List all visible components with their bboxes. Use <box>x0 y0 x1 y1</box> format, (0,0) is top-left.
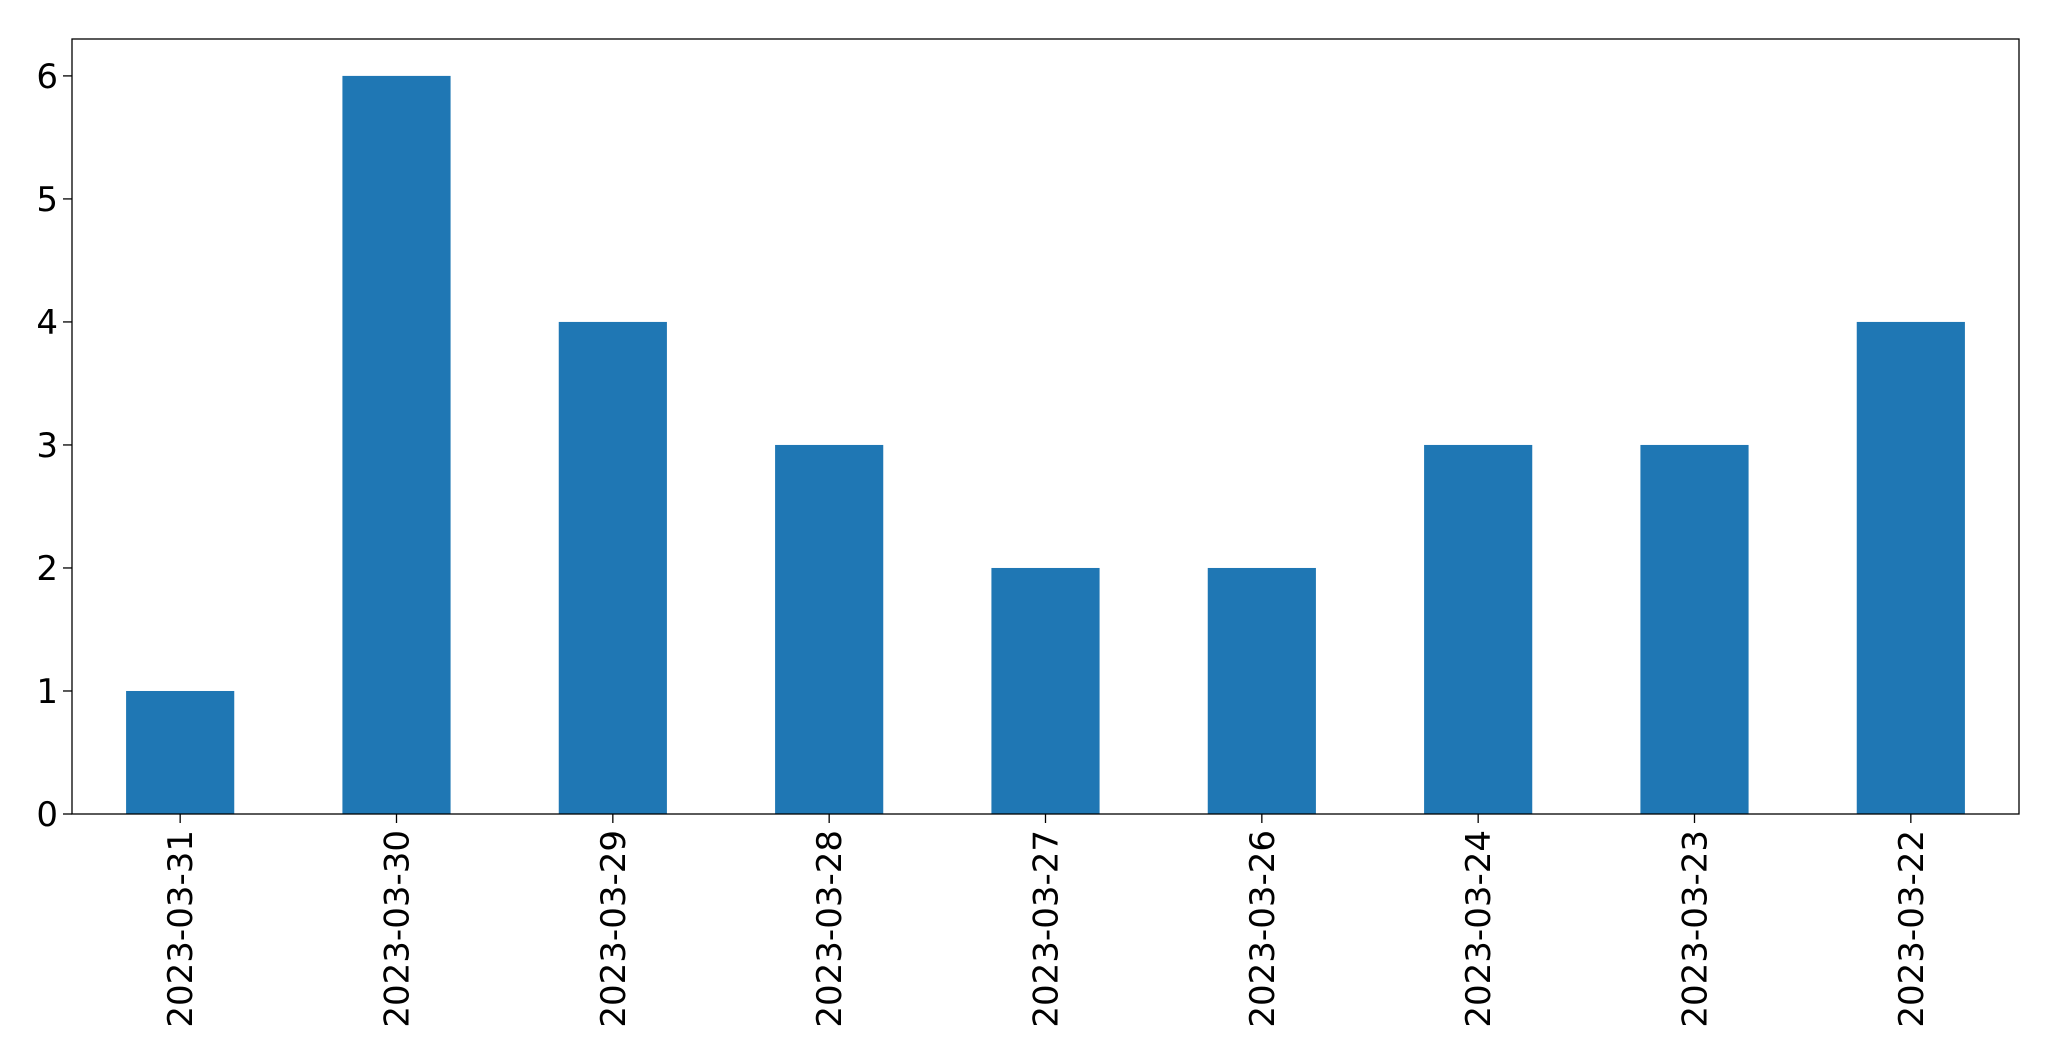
bar <box>342 75 451 814</box>
x-tick-label: 2023-03-28 <box>810 830 850 1028</box>
bar <box>1424 444 1533 814</box>
y-tick-label: 4 <box>36 303 58 343</box>
y-tick-label: 2 <box>36 549 58 589</box>
bar <box>1856 321 1965 814</box>
x-tick-label: 2023-03-31 <box>161 830 201 1028</box>
bar <box>1207 567 1316 814</box>
bar <box>1640 444 1749 814</box>
y-tick-label: 3 <box>36 426 58 466</box>
x-tick-label: 2023-03-26 <box>1243 830 1283 1028</box>
bar <box>558 321 667 814</box>
y-tick-label: 0 <box>36 795 58 835</box>
bar <box>775 444 884 814</box>
x-tick-label: 2023-03-24 <box>1459 830 1499 1028</box>
x-tick-label: 2023-03-29 <box>594 830 634 1028</box>
y-tick-label: 5 <box>36 180 58 220</box>
axes-frame <box>71 38 2020 815</box>
x-tick-label: 2023-03-27 <box>1027 830 1067 1028</box>
bar <box>991 567 1100 814</box>
bar <box>126 690 235 814</box>
y-tick-label: 1 <box>36 672 58 712</box>
y-tick-label: 6 <box>36 57 58 97</box>
x-tick-label: 2023-03-23 <box>1676 830 1716 1028</box>
x-tick-label: 2023-03-30 <box>378 830 418 1028</box>
x-tick-label: 2023-03-22 <box>1892 830 1932 1028</box>
